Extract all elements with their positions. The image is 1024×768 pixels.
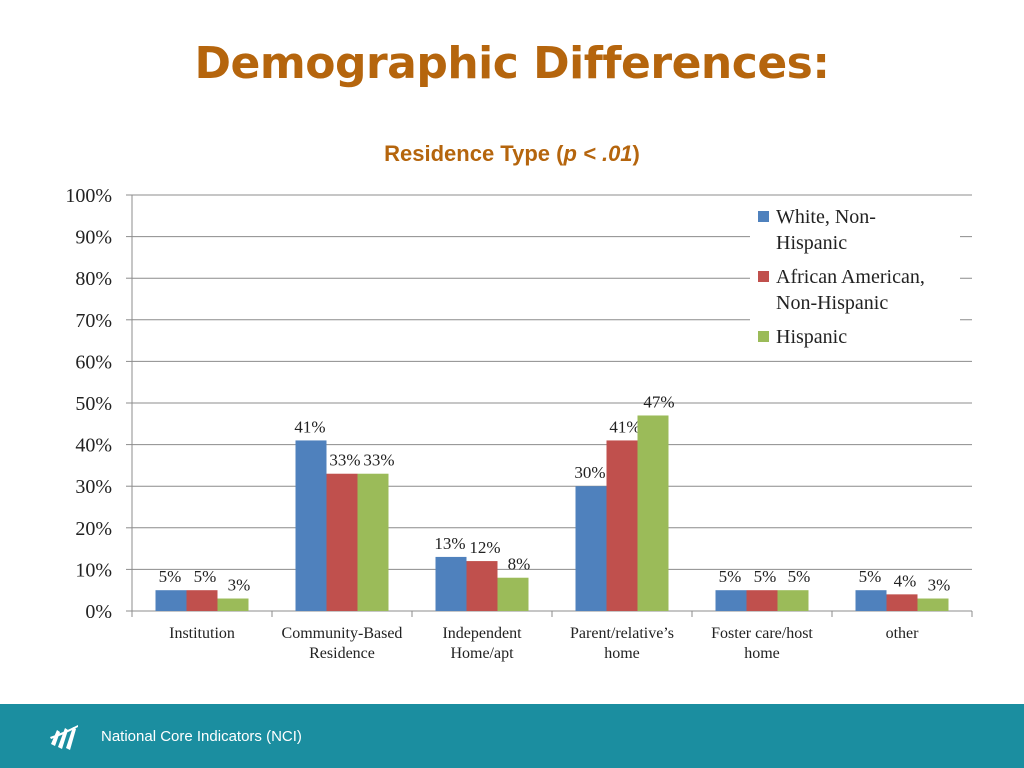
bar	[436, 557, 467, 611]
legend-label: African American,	[776, 264, 960, 290]
bar	[607, 440, 638, 611]
bar	[327, 474, 358, 611]
chart-legend: White, Non- Hispanic African American, Non-…	[750, 202, 960, 360]
x-tick-label: other	[886, 625, 920, 642]
y-tick-label: 50%	[75, 393, 112, 415]
bar	[856, 590, 887, 611]
y-tick-label: 70%	[75, 310, 112, 332]
y-tick-label: 90%	[75, 227, 112, 249]
bar-value-label: 13%	[434, 534, 465, 553]
bar-value-label: 5%	[859, 567, 882, 586]
x-tick-label: Residence	[309, 645, 375, 662]
legend-swatch	[758, 271, 769, 282]
bar-value-label: 3%	[228, 576, 251, 595]
legend-label: Non-Hispanic	[776, 290, 960, 316]
y-tick-label: 0%	[85, 601, 112, 623]
legend-swatch	[758, 331, 769, 342]
x-tick-label: home	[604, 645, 640, 662]
bar-value-label: 33%	[329, 451, 360, 470]
x-tick-label: Parent/relative’s	[570, 625, 674, 642]
bar-value-label: 5%	[719, 567, 742, 586]
x-tick-label: home	[744, 645, 780, 662]
bar-value-label: 5%	[159, 567, 182, 586]
bar-value-label: 47%	[643, 392, 674, 411]
bar	[747, 590, 778, 611]
legend-label: White, Non-	[776, 204, 960, 230]
footer-bar: National Core Indicators (NCI)	[0, 704, 1024, 768]
bar-value-label: 12%	[469, 538, 500, 557]
bar-value-label: 41%	[294, 417, 325, 436]
bar	[467, 561, 498, 611]
x-tick-label: Foster care/host	[711, 625, 813, 642]
y-tick-label: 80%	[75, 268, 112, 290]
bar	[778, 590, 809, 611]
bar-value-label: 5%	[788, 567, 811, 586]
y-tick-label: 20%	[75, 518, 112, 540]
legend-item: White, Non- Hispanic	[750, 204, 960, 256]
bar-value-label: 5%	[194, 567, 217, 586]
x-tick-label: Home/apt	[450, 645, 514, 662]
bar	[576, 486, 607, 611]
legend-label: Hispanic	[776, 324, 960, 350]
legend-swatch	[758, 211, 769, 222]
bar	[187, 590, 218, 611]
legend-item: Hispanic	[750, 324, 960, 350]
bar	[156, 590, 187, 611]
bar-value-label: 41%	[609, 417, 640, 436]
bar	[638, 415, 669, 611]
y-tick-label: 40%	[75, 435, 112, 457]
bar	[296, 440, 327, 611]
x-tick-label: Independent	[442, 625, 522, 642]
y-tick-label: 100%	[65, 185, 112, 207]
bar	[887, 594, 918, 611]
bar-value-label: 33%	[363, 451, 394, 470]
nci-logo-icon	[48, 720, 80, 752]
bar-value-label: 4%	[894, 571, 917, 590]
footer-text: National Core Indicators (NCI)	[101, 728, 302, 745]
x-tick-label: Institution	[169, 625, 235, 642]
y-tick-label: 60%	[75, 351, 112, 373]
bar	[716, 590, 747, 611]
bar-value-label: 30%	[574, 463, 605, 482]
legend-item: African American, Non-Hispanic	[750, 264, 960, 316]
bar-value-label: 3%	[928, 576, 951, 595]
bar	[358, 474, 389, 611]
y-tick-label: 30%	[75, 476, 112, 498]
bar-value-label: 5%	[754, 567, 777, 586]
bar-value-label: 8%	[508, 555, 531, 574]
bar	[218, 599, 249, 611]
bar	[918, 599, 949, 611]
y-tick-label: 10%	[75, 559, 112, 581]
bar	[498, 578, 529, 611]
x-tick-label: Community-Based	[282, 625, 403, 642]
legend-label: Hispanic	[776, 230, 960, 256]
